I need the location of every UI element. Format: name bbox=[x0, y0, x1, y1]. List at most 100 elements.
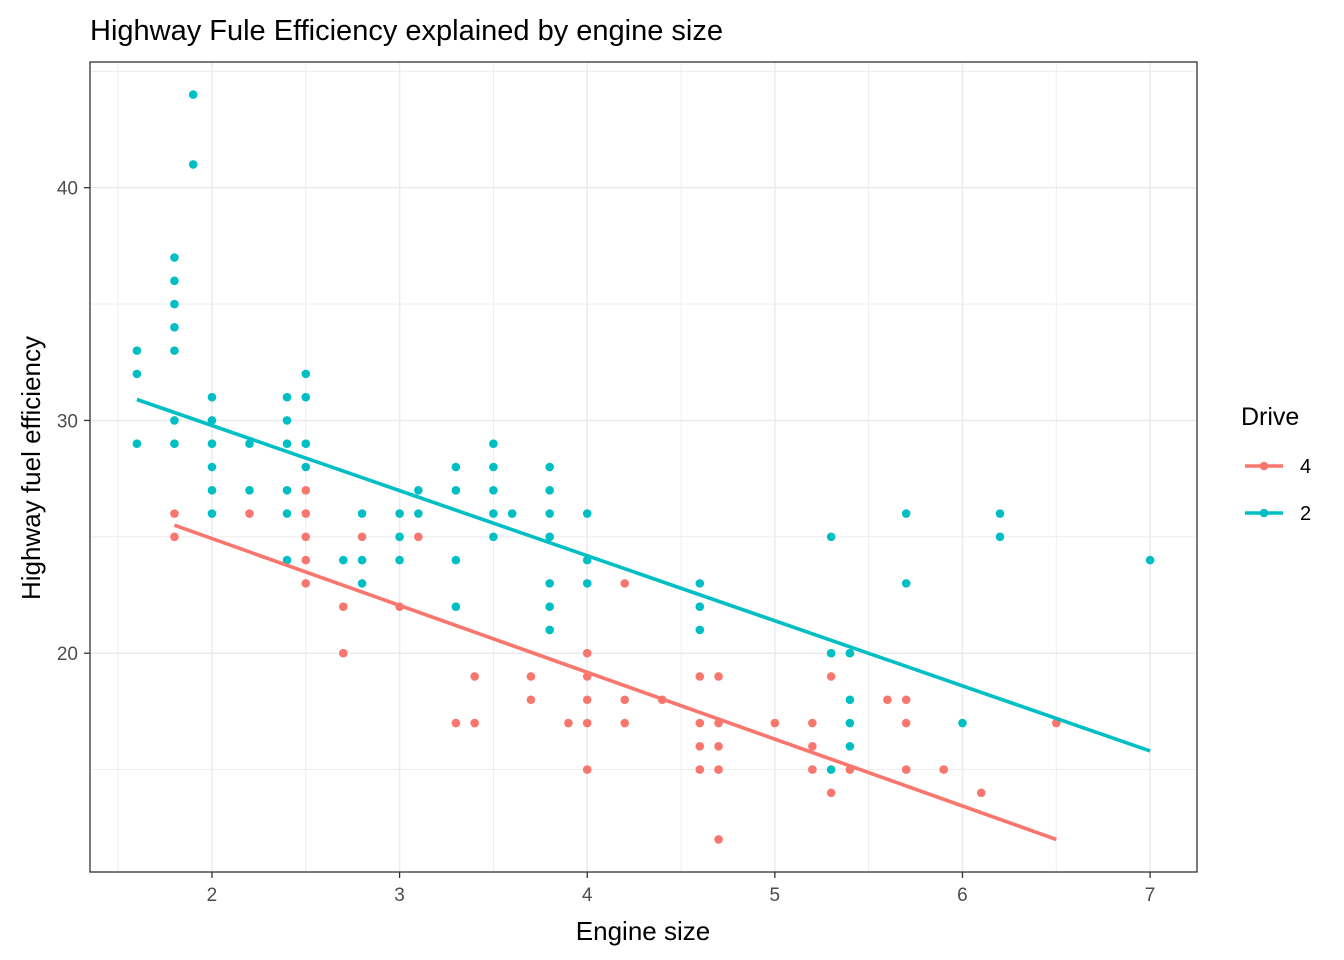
data-point-drive-2 bbox=[357, 555, 367, 565]
data-point-drive-2 bbox=[545, 462, 554, 472]
plot-panel bbox=[90, 62, 1197, 872]
data-point-drive-2 bbox=[507, 509, 517, 518]
data-point-drive-2 bbox=[132, 439, 142, 449]
y-axis: 20 30 40 bbox=[57, 179, 90, 665]
data-point-drive-2 bbox=[282, 416, 292, 425]
data-point-drive-4 bbox=[582, 648, 592, 658]
data-point-drive-2 bbox=[414, 509, 423, 518]
data-point-drive-4 bbox=[338, 602, 348, 611]
data-point-drive-2 bbox=[301, 369, 311, 379]
trend-line-drive-4 bbox=[173, 523, 1057, 842]
data-point-drive-4 bbox=[301, 579, 311, 588]
data-point-drive-4 bbox=[714, 742, 723, 751]
x-tick-label: 5 bbox=[770, 885, 781, 906]
data-point-drive-2 bbox=[170, 276, 179, 286]
data-point-drive-2 bbox=[207, 392, 217, 402]
data-point-drive-4 bbox=[338, 648, 348, 658]
data-point-drive-4 bbox=[714, 765, 723, 774]
data-point-drive-2 bbox=[282, 485, 292, 495]
data-point-drive-4 bbox=[976, 788, 986, 798]
data-point-drive-2 bbox=[338, 555, 348, 565]
y-tick-label: 40 bbox=[57, 179, 78, 200]
data-point-drive-4 bbox=[901, 695, 911, 705]
data-point-drive-4 bbox=[470, 718, 479, 728]
data-point-drive-2 bbox=[301, 439, 311, 449]
data-point-drive-4 bbox=[939, 765, 949, 774]
data-point-drive-2 bbox=[301, 392, 311, 402]
data-point-drive-4 bbox=[582, 765, 592, 774]
data-point-drive-2 bbox=[489, 509, 498, 518]
data-point-drive-2 bbox=[545, 532, 554, 542]
data-point-drive-2 bbox=[489, 462, 498, 472]
data-point-drive-2 bbox=[545, 509, 554, 518]
data-point-drive-2 bbox=[901, 509, 911, 518]
data-point-drive-2 bbox=[582, 509, 592, 518]
data-point-drive-2 bbox=[845, 648, 855, 658]
data-point-drive-4 bbox=[620, 718, 630, 728]
data-point-drive-2 bbox=[207, 485, 217, 495]
data-point-drive-2 bbox=[282, 555, 292, 565]
data-point-drive-4 bbox=[245, 509, 254, 518]
legend-title: Drive bbox=[1241, 403, 1299, 431]
data-point-drive-2 bbox=[1145, 555, 1155, 565]
data-point-drive-2 bbox=[826, 648, 836, 658]
data-point-drive-2 bbox=[188, 160, 198, 169]
data-point-drive-4 bbox=[695, 718, 705, 728]
minor-gridlines bbox=[90, 62, 1197, 872]
data-point-drive-4 bbox=[808, 718, 817, 728]
data-point-drive-4 bbox=[808, 765, 817, 774]
data-point-drive-2 bbox=[695, 602, 705, 611]
data-point-drive-4 bbox=[470, 672, 479, 681]
data-point-drive-4 bbox=[714, 835, 723, 844]
data-point-drive-2 bbox=[301, 462, 311, 472]
data-point-drive-4 bbox=[414, 532, 423, 542]
data-point-drive-2 bbox=[395, 509, 404, 518]
data-point-drive-4 bbox=[526, 672, 536, 681]
data-point-drive-2 bbox=[207, 462, 217, 472]
trend-line-drive-2 bbox=[136, 397, 1151, 753]
data-point-drive-2 bbox=[826, 532, 836, 542]
data-point-drive-2 bbox=[826, 765, 836, 774]
data-point-drive-2 bbox=[489, 439, 498, 449]
data-point-drive-2 bbox=[170, 416, 179, 425]
data-point-drive-4 bbox=[695, 672, 705, 681]
data-point-drive-4 bbox=[301, 532, 311, 542]
data-point-drive-2 bbox=[170, 299, 179, 309]
data-point-drive-2 bbox=[395, 555, 404, 565]
data-point-drive-2 bbox=[489, 485, 498, 495]
x-tick-label: 3 bbox=[394, 885, 405, 906]
data-point-drive-2 bbox=[207, 416, 217, 425]
data-points bbox=[132, 90, 1155, 844]
data-point-drive-2 bbox=[845, 742, 855, 751]
y-tick-label: 20 bbox=[57, 644, 78, 665]
y-tick-label: 30 bbox=[57, 411, 78, 432]
data-point-drive-4 bbox=[826, 672, 836, 681]
legend-key-point-4 bbox=[1259, 461, 1269, 471]
x-tick-label: 2 bbox=[207, 885, 218, 906]
data-point-drive-4 bbox=[582, 695, 592, 705]
data-point-drive-2 bbox=[545, 485, 554, 495]
data-point-drive-2 bbox=[282, 439, 292, 449]
x-tick-label: 7 bbox=[1145, 885, 1156, 906]
data-point-drive-2 bbox=[170, 439, 179, 449]
data-point-drive-4 bbox=[564, 718, 573, 728]
data-point-drive-2 bbox=[395, 532, 404, 542]
data-point-drive-2 bbox=[282, 392, 292, 402]
data-point-drive-2 bbox=[170, 323, 179, 332]
data-point-drive-2 bbox=[695, 579, 705, 588]
data-point-drive-4 bbox=[170, 532, 179, 542]
y-axis-title: Highway fuel efficiency bbox=[16, 336, 46, 600]
data-point-drive-2 bbox=[545, 579, 554, 588]
data-point-drive-4 bbox=[301, 555, 311, 565]
data-point-drive-2 bbox=[545, 602, 554, 611]
x-tick-label: 4 bbox=[582, 885, 593, 906]
data-point-drive-2 bbox=[995, 509, 1005, 518]
data-point-drive-2 bbox=[207, 509, 217, 518]
data-point-drive-2 bbox=[489, 532, 498, 542]
data-point-drive-2 bbox=[414, 485, 423, 495]
data-point-drive-2 bbox=[545, 625, 554, 635]
data-point-drive-2 bbox=[245, 439, 254, 449]
data-point-drive-2 bbox=[451, 485, 461, 495]
data-point-drive-4 bbox=[357, 532, 367, 542]
data-point-drive-2 bbox=[451, 602, 461, 611]
